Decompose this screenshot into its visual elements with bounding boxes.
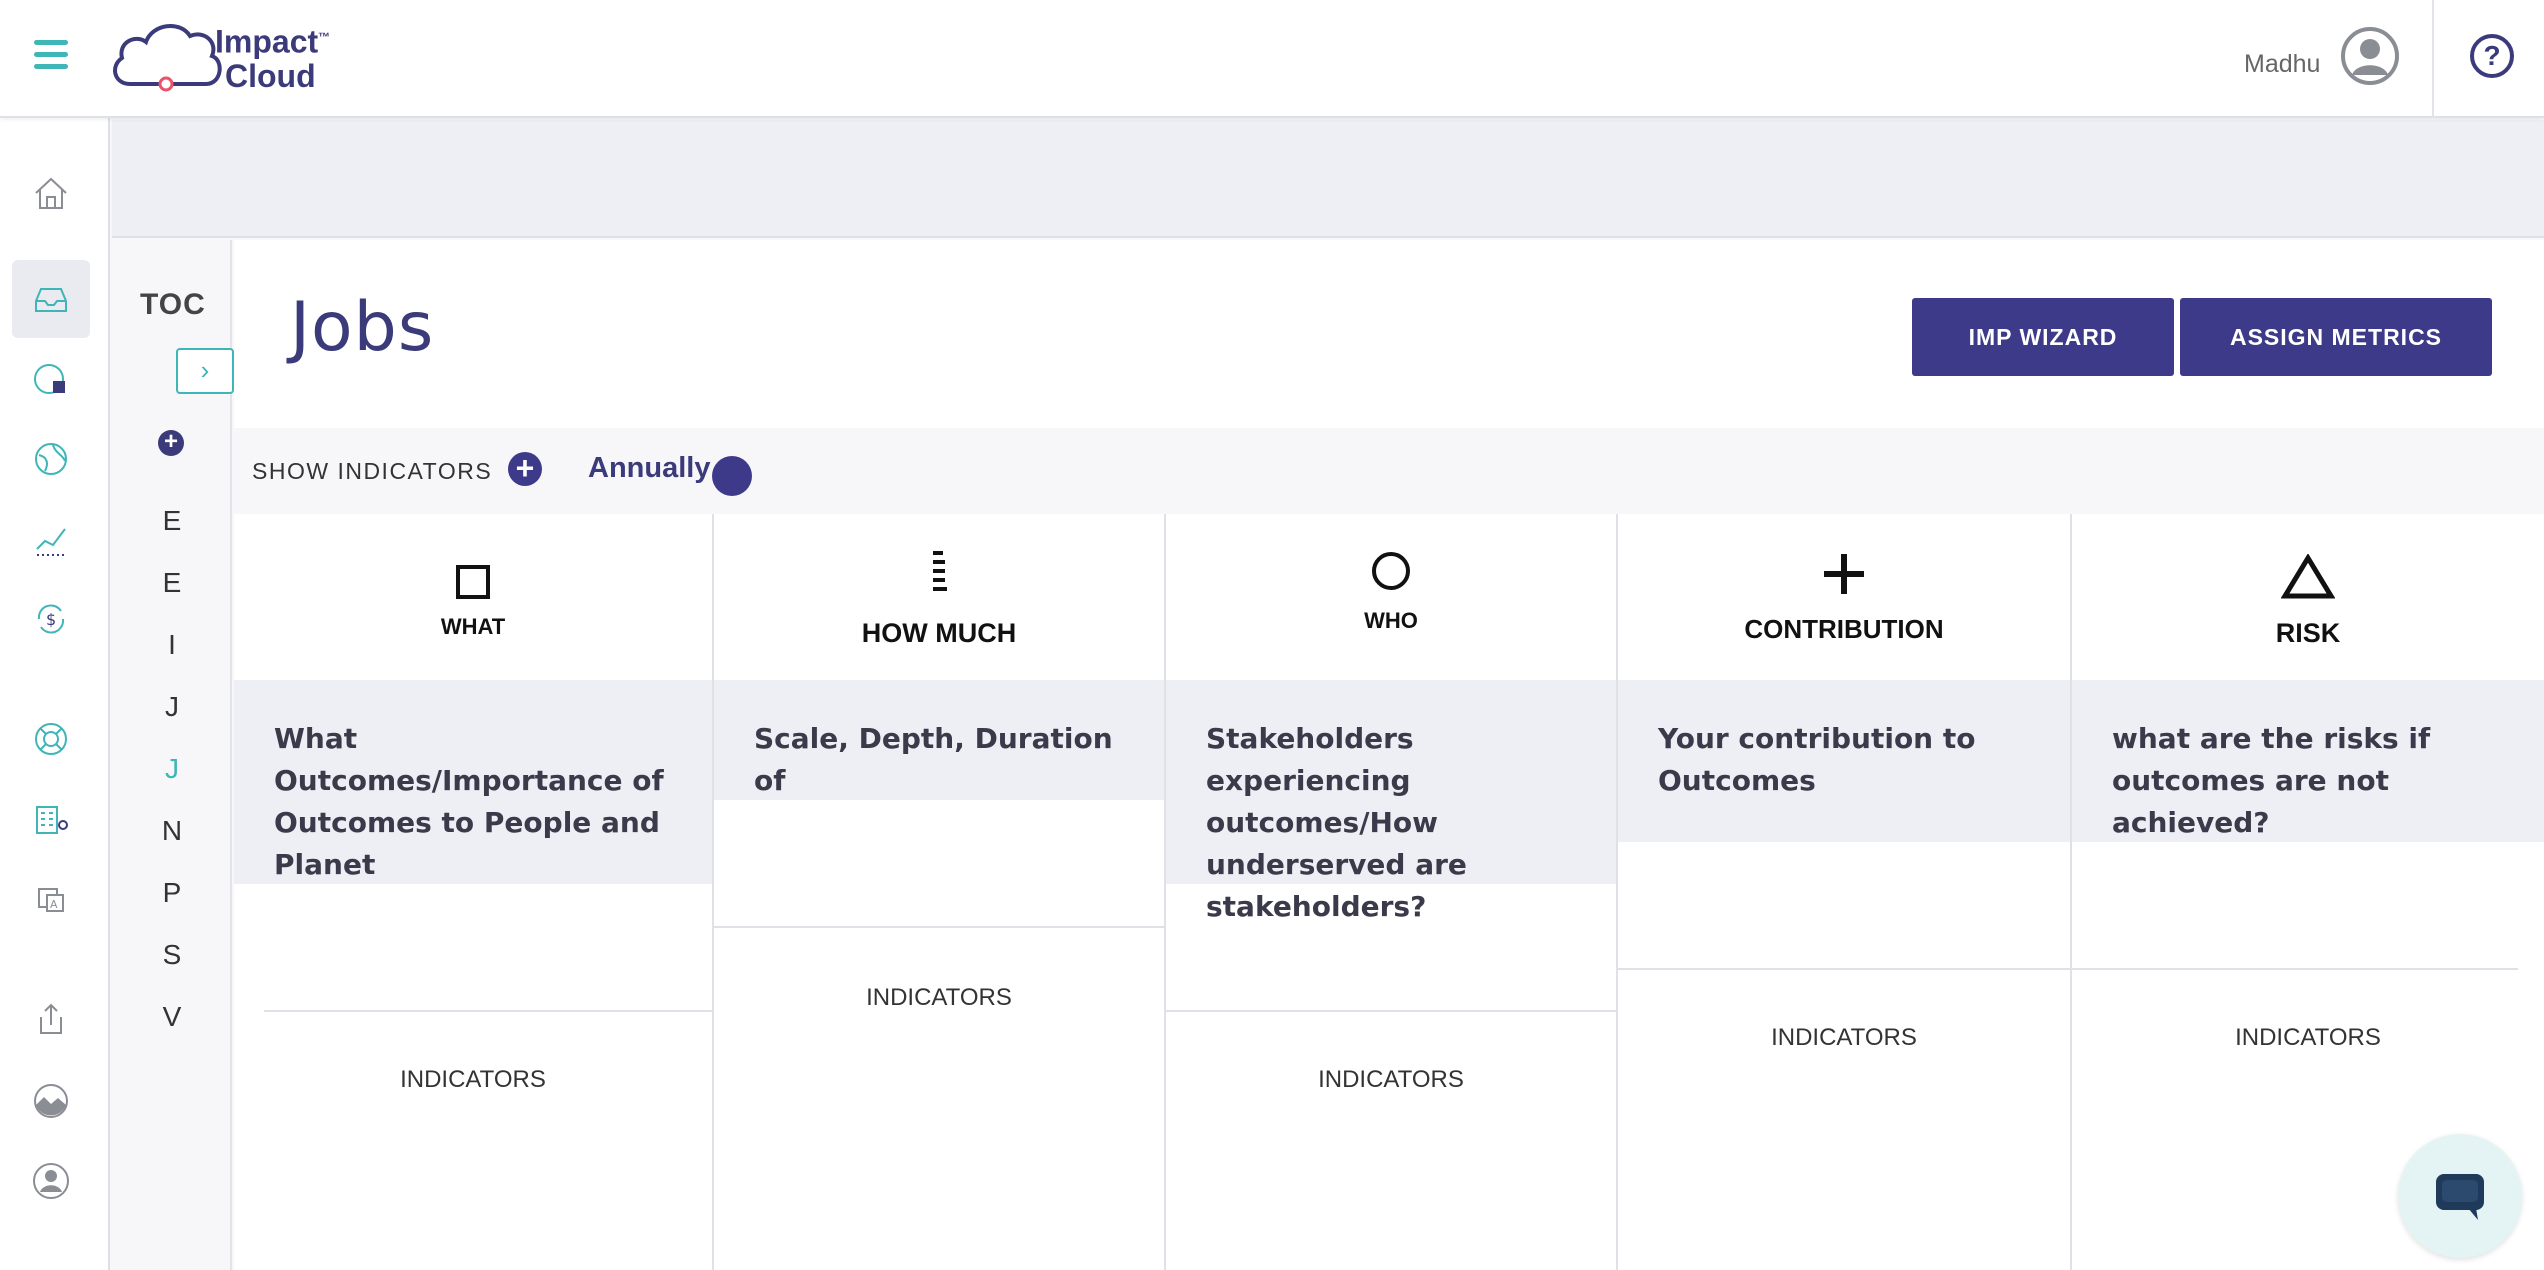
column-indicators-label[interactable]: INDICATORS <box>1771 1024 1917 1051</box>
column-divider <box>1166 1010 1616 1012</box>
top-header: Impact™ Cloud Madhu ? <box>0 0 2544 118</box>
column-header: RISK <box>2072 514 2544 680</box>
column-divider <box>264 1010 712 1012</box>
impact-cloud-logo[interactable] <box>108 14 348 100</box>
imp-wizard-button[interactable]: IMP WIZARD <box>1912 298 2174 376</box>
column-question: Stakeholders experiencing outcomes/How u… <box>1166 680 1616 923</box>
column-question: what are the risks if outcomes are not a… <box>2072 680 2544 842</box>
column-indicators-label[interactable]: INDICATORS <box>1318 1066 1464 1093</box>
toc-letter[interactable]: N <box>161 815 183 846</box>
exchange-icon[interactable]: $ <box>12 580 90 658</box>
column-divider <box>714 926 1164 928</box>
frequency-label: Annually <box>588 452 711 484</box>
column-label: HOW MUCH <box>861 618 1017 648</box>
toc-letter[interactable]: S <box>162 939 182 970</box>
column-header: CONTRIBUTION <box>1618 514 2070 680</box>
user-avatar-icon[interactable] <box>2340 26 2400 86</box>
toc-letter[interactable]: J <box>165 691 179 722</box>
svg-text:A: A <box>50 898 58 911</box>
toc-letter[interactable]: E <box>162 505 182 536</box>
column-header: WHO <box>1166 514 1616 680</box>
column-indicators-label[interactable]: INDICATORS <box>866 984 1012 1011</box>
column-header: WHAT <box>234 514 712 680</box>
column-question: What Outcomes/Importance of Outcomes to … <box>234 680 712 884</box>
column-question: Your contribution to Outcomes <box>1618 680 2070 842</box>
indicator-toolbar: SHOW INDICATORS + Annually <box>234 428 2544 514</box>
help-icon[interactable]: ? <box>2470 34 2514 78</box>
circle-icon <box>1372 552 1410 590</box>
landscape-icon[interactable] <box>12 1062 90 1140</box>
inbox-icon[interactable] <box>12 260 90 338</box>
scale-bars-icon <box>933 551 947 591</box>
toc-letter[interactable]: V <box>162 1001 182 1032</box>
logo-text[interactable]: Impact™ Cloud <box>215 20 330 93</box>
column-indicators-label[interactable]: INDICATORS <box>2235 1024 2381 1051</box>
user-icon[interactable] <box>12 1142 90 1220</box>
chat-icon <box>2436 1174 2484 1220</box>
translate-icon[interactable]: A <box>12 860 90 938</box>
toc-expand-button[interactable]: › <box>176 348 234 394</box>
imp-columns: WHAT What Outcomes/Importance of Outcome… <box>234 514 2544 1270</box>
main-content: Jobs IMP WIZARD ASSIGN METRICS SHOW INDI… <box>234 240 2544 1270</box>
show-indicators-plus-icon[interactable]: + <box>508 452 542 486</box>
menu-icon[interactable] <box>34 40 68 70</box>
square-icon <box>456 565 490 599</box>
toc-letter[interactable]: I <box>168 629 176 660</box>
export-icon[interactable] <box>12 980 90 1058</box>
column-label: RISK <box>2275 618 2341 648</box>
toc-letter[interactable]: E <box>162 567 182 598</box>
logo-line2: Cloud <box>225 57 316 94</box>
building-icon[interactable] <box>12 780 90 858</box>
column-divider <box>2072 968 2518 970</box>
column-who: WHO Stakeholders experiencing outcomes/H… <box>1166 514 1618 1270</box>
column-what: WHAT What Outcomes/Importance of Outcome… <box>234 514 714 1270</box>
lifebuoy-icon[interactable] <box>12 700 90 778</box>
triangle-icon <box>2281 554 2335 599</box>
column-indicators-label[interactable]: INDICATORS <box>400 1066 546 1093</box>
header-divider <box>2432 0 2434 118</box>
report-icon[interactable] <box>12 340 90 418</box>
column-risk: RISK what are the risks if outcomes are … <box>2072 514 2544 1270</box>
toc-add-icon[interactable]: + <box>158 430 184 456</box>
column-label: WHAT <box>440 614 506 639</box>
toc-panel: TOC › + E E I J J N P S V <box>112 240 234 1270</box>
left-sidebar: $ A <box>0 118 110 1270</box>
home-icon[interactable] <box>12 154 90 232</box>
column-label: CONTRIBUTION <box>1744 614 1944 644</box>
column-how-much: HOW MUCH Scale, Depth, Duration of INDIC… <box>714 514 1166 1270</box>
frequency-toggle[interactable] <box>712 456 752 496</box>
show-indicators-label[interactable]: SHOW INDICATORS <box>252 458 493 484</box>
assign-metrics-button[interactable]: ASSIGN METRICS <box>2180 298 2492 376</box>
svg-text:$: $ <box>46 610 56 629</box>
plus-icon <box>1824 554 1864 594</box>
column-question: Scale, Depth, Duration of <box>714 680 1164 800</box>
globe-icon[interactable] <box>12 420 90 498</box>
logo-trademark: ™ <box>318 30 331 44</box>
chart-icon[interactable] <box>12 500 90 578</box>
column-contribution: CONTRIBUTION Your contribution to Outcom… <box>1618 514 2072 1270</box>
toc-letter-list: E E I J J N P S V <box>112 490 232 1048</box>
top-strip <box>112 120 2544 238</box>
column-divider <box>1618 968 2070 970</box>
toc-letter[interactable]: P <box>162 877 182 908</box>
user-name[interactable]: Madhu <box>2244 50 2321 78</box>
chat-widget-button[interactable] <box>2398 1134 2522 1258</box>
page-title: Jobs <box>290 288 435 367</box>
column-header: HOW MUCH <box>714 514 1164 680</box>
logo-line1: Impact <box>215 23 319 60</box>
toc-letter-active[interactable]: J <box>165 753 179 784</box>
column-label: WHO <box>1364 608 1418 633</box>
toc-title: TOC <box>140 288 206 321</box>
